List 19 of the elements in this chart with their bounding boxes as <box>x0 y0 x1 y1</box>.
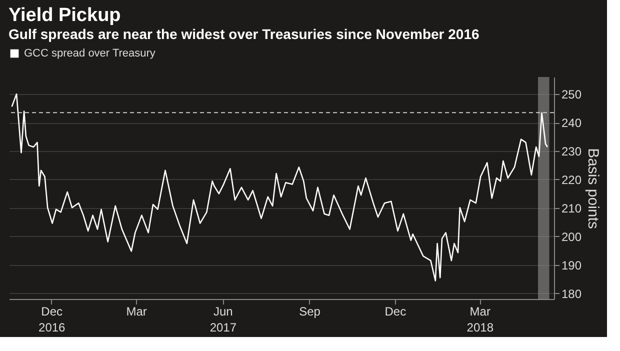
x-tick-label: Sep <box>299 304 321 318</box>
y-tick-label: 190 <box>562 258 582 272</box>
x-tick-label: Jun 2017 <box>210 304 237 334</box>
legend-label: GCC spread over Treasury <box>24 48 156 60</box>
y-tick-label: 250 <box>562 88 582 102</box>
y-tick-label: 240 <box>562 116 582 130</box>
y-tick-label: 230 <box>562 144 582 158</box>
y-tick-label: 220 <box>562 172 582 187</box>
x-tick-label: Dec <box>384 304 406 318</box>
line-series <box>11 93 548 282</box>
x-tick-label: Mar <box>126 304 147 318</box>
y-tick-label: 180 <box>562 286 582 301</box>
y-tick-label: 210 <box>562 201 582 216</box>
y-axis-title: Basis points <box>584 148 602 229</box>
y-tick-label: 200 <box>562 230 582 244</box>
chart-subtitle: Gulf spreads are near the widest over Treasuries since November 2016 <box>8 26 480 42</box>
x-tick-label: Mar 2018 <box>466 304 494 334</box>
x-tick-label: Dec 2016 <box>38 304 66 334</box>
chart-title: Yield Pickup <box>8 5 121 26</box>
